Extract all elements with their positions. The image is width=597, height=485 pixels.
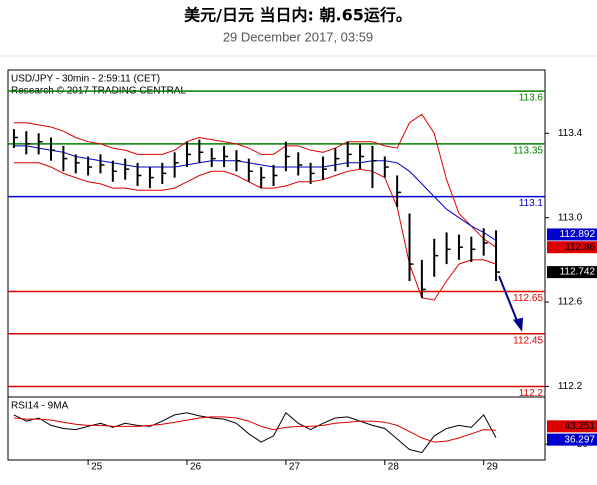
rsi-ma-line (13, 416, 497, 443)
forecast-arrow (498, 275, 520, 327)
moving-average (13, 145, 497, 241)
chart-title: 美元/日元 当日内: 朝.65运行。 (184, 6, 412, 25)
level-label: 112.65 (513, 293, 543, 304)
x-tick-label: 26 (190, 462, 202, 473)
value-box (547, 266, 597, 279)
x-tick-label: 25 (91, 462, 103, 473)
value-box-label: 112.892 (560, 229, 596, 240)
level-label: 112.45 (513, 335, 543, 346)
upper-band (13, 113, 497, 248)
chart-subtitle: 29 December 2017, 03:59 (223, 29, 373, 44)
level-label: 113.6 (519, 93, 544, 104)
value-box (547, 241, 597, 254)
y-tick-label: 112.2 (558, 381, 583, 392)
x-tick-label: 28 (388, 462, 400, 473)
forecast-arrowhead (513, 317, 524, 332)
value-box (547, 433, 597, 446)
rsi-line (13, 412, 497, 454)
y-tick-label: 112.6 (558, 297, 583, 308)
lower-band (13, 162, 497, 301)
level-label: 112.2 (519, 388, 544, 399)
value-box-label: 43.251 (564, 421, 595, 432)
level-label: 113.35 (513, 145, 543, 156)
x-tick-label: 29 (487, 462, 499, 473)
annotation: USD/JPY - 30min - 2:59:11 (CET) (11, 74, 160, 85)
rsi-title: RSI14 - 9MA (11, 401, 69, 412)
value-box-label: 112.86 (565, 242, 595, 253)
value-box-label: 36.297 (564, 434, 595, 445)
y-tick-label: 113.0 (558, 212, 583, 223)
value-box-label: 112.742 (560, 267, 596, 278)
level-label: 113.1 (519, 198, 544, 209)
value-box (547, 228, 597, 241)
plot-frame (7, 69, 546, 461)
y-tick-label: 113.4 (558, 128, 583, 139)
value-box (547, 420, 597, 433)
x-tick-label: 27 (289, 462, 301, 473)
